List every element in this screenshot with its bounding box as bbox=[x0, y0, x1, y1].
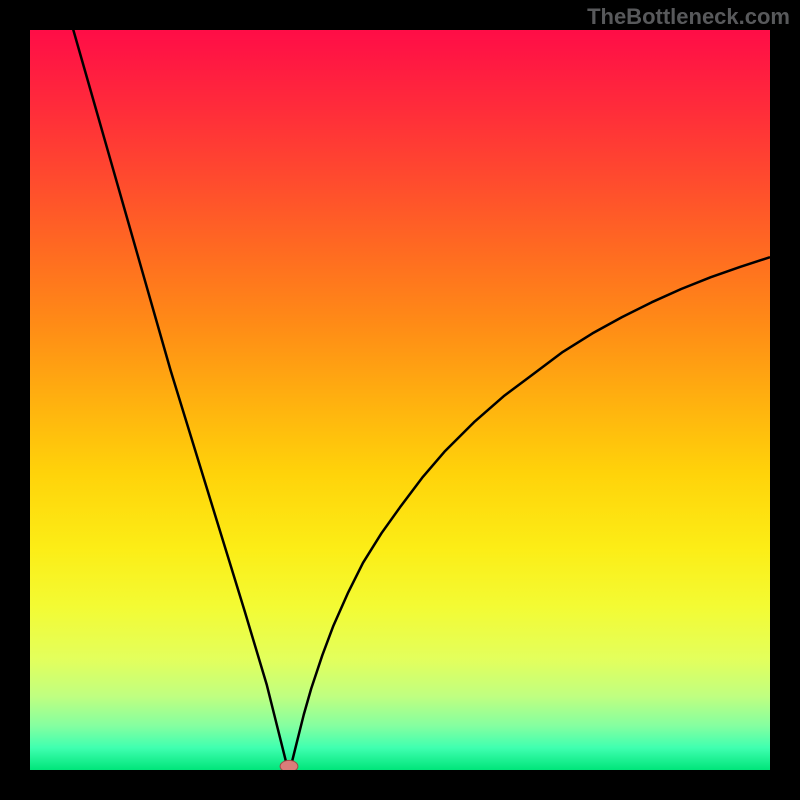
chart-container: TheBottleneck.com bbox=[0, 0, 800, 800]
watermark-label: TheBottleneck.com bbox=[587, 4, 790, 30]
plot-background bbox=[30, 30, 770, 770]
optimal-marker bbox=[280, 760, 298, 772]
chart-svg bbox=[0, 0, 800, 800]
